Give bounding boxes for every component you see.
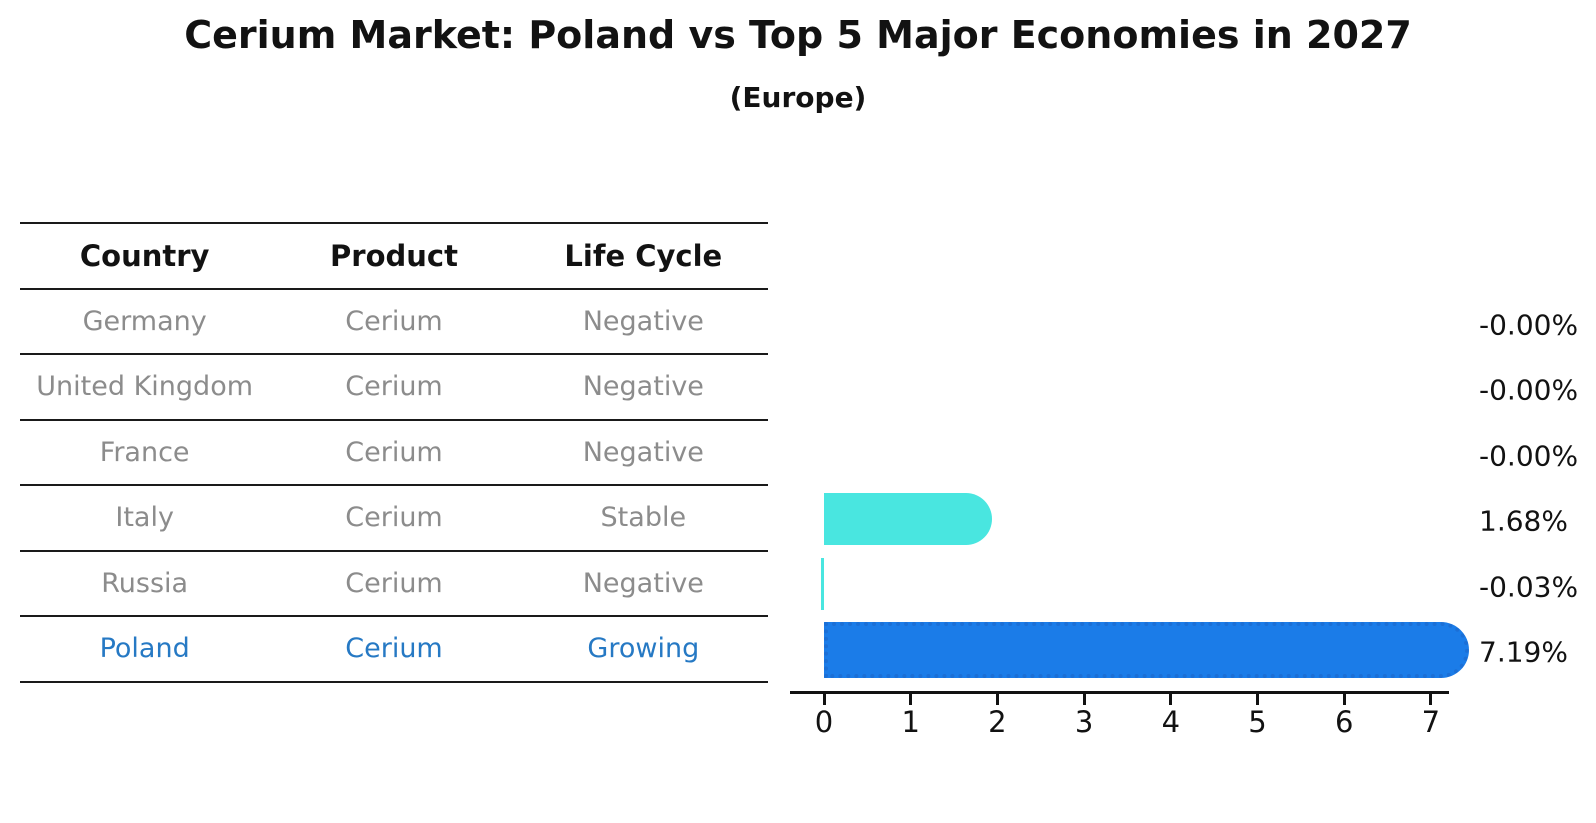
value-label-germany: -0.00% xyxy=(1479,308,1579,342)
cell-country: Russia xyxy=(101,567,189,599)
x-tick-label-0: 0 xyxy=(814,705,834,739)
x-tick-mark-1 xyxy=(909,694,913,705)
table-row-united-kingdom: United Kingdom Cerium Negative xyxy=(20,353,768,419)
value-label-russia: -0.03% xyxy=(1479,570,1579,604)
value-label-france: -0.00% xyxy=(1479,439,1579,473)
country-table: Country Product Life Cycle Germany Ceriu… xyxy=(20,222,768,683)
cell-product: Cerium xyxy=(345,633,443,665)
column-header-country: Country xyxy=(79,238,210,273)
x-tick-mark-2 xyxy=(995,694,999,705)
cell-product: Cerium xyxy=(345,371,443,403)
cell-life-cycle: Negative xyxy=(582,305,704,337)
x-tick-mark-3 xyxy=(1082,694,1086,705)
bar-poland xyxy=(824,621,1470,678)
x-tick-mark-0 xyxy=(822,694,826,705)
x-tick-label-4: 4 xyxy=(1161,705,1181,739)
cell-life-cycle: Negative xyxy=(582,436,704,468)
cell-country: France xyxy=(99,436,190,468)
cell-life-cycle: Stable xyxy=(600,502,687,534)
column-header-life-cycle: Life Cycle xyxy=(564,238,723,273)
table-row-russia: Russia Cerium Negative xyxy=(20,549,768,616)
table-row-france: France Cerium Negative xyxy=(20,418,768,485)
x-tick-mark-6 xyxy=(1342,694,1346,705)
cell-product: Cerium xyxy=(345,502,443,534)
x-tick-mark-4 xyxy=(1169,694,1173,705)
cell-country: Italy xyxy=(115,502,174,534)
x-tick-mark-7 xyxy=(1429,694,1433,705)
value-label-italy: 1.68% xyxy=(1479,504,1568,538)
x-tick-label-3: 3 xyxy=(1074,705,1094,739)
chart-subtitle: (Europe) xyxy=(729,81,867,114)
cell-country: Poland xyxy=(99,633,190,665)
value-label-poland: 7.19% xyxy=(1479,635,1568,669)
cell-product: Cerium xyxy=(345,305,443,337)
cell-life-cycle: Negative xyxy=(582,567,704,599)
cell-product: Cerium xyxy=(345,436,443,468)
cell-product: Cerium xyxy=(345,567,443,599)
x-tick-label-7: 7 xyxy=(1421,705,1441,739)
table-row-italy: Italy Cerium Stable xyxy=(20,484,768,550)
bar-russia xyxy=(821,558,825,610)
x-tick-label-2: 2 xyxy=(988,705,1007,739)
x-tick-label-1: 1 xyxy=(901,705,920,739)
cell-country: United Kingdom xyxy=(36,371,254,403)
bar-italy xyxy=(824,492,992,545)
x-tick-label-5: 5 xyxy=(1248,705,1267,739)
x-tick-label-6: 6 xyxy=(1334,705,1354,739)
cell-life-cycle: Negative xyxy=(582,371,704,403)
column-header-product: Product xyxy=(330,238,458,273)
x-tick-mark-5 xyxy=(1256,694,1259,705)
table-header-row: Country Product Life Cycle xyxy=(20,222,768,288)
value-label-united-kingdom: -0.00% xyxy=(1479,373,1579,407)
table-row-germany: Germany Cerium Negative xyxy=(20,287,768,354)
cell-country: Germany xyxy=(82,305,207,337)
chart-title: Cerium Market: Poland vs Top 5 Major Eco… xyxy=(184,13,1412,57)
cell-life-cycle: Growing xyxy=(587,633,700,665)
x-axis-line xyxy=(790,691,1449,694)
table-row-poland: Poland Cerium Growing xyxy=(20,615,768,683)
